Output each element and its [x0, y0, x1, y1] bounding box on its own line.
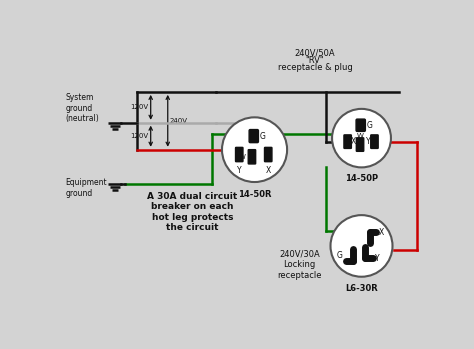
Text: G: G: [337, 251, 343, 260]
Circle shape: [330, 215, 392, 277]
FancyBboxPatch shape: [236, 147, 243, 162]
FancyBboxPatch shape: [356, 138, 364, 151]
Text: W: W: [238, 154, 246, 160]
FancyBboxPatch shape: [264, 147, 272, 162]
Text: 14-50R: 14-50R: [238, 190, 271, 199]
Text: System
ground
(neutral): System ground (neutral): [65, 94, 99, 123]
Text: Y: Y: [237, 166, 242, 176]
Text: receptacle & plug: receptacle & plug: [278, 64, 352, 73]
Text: 240V: 240V: [169, 118, 187, 124]
Text: 240V/50A: 240V/50A: [295, 48, 335, 57]
Text: 14-50P: 14-50P: [345, 174, 378, 183]
Text: X: X: [265, 166, 271, 176]
Text: 120V: 120V: [130, 133, 148, 139]
Text: "RV": "RV": [306, 56, 324, 65]
Text: A 30A dual circuit
breaker on each
hot leg protects
the circuit: A 30A dual circuit breaker on each hot l…: [147, 192, 237, 232]
Text: L6-30R: L6-30R: [345, 284, 378, 293]
Text: 240V/30A
Locking
receptacle: 240V/30A Locking receptacle: [277, 250, 322, 280]
FancyBboxPatch shape: [371, 135, 378, 148]
Text: G: G: [260, 132, 266, 141]
Text: 120V: 120V: [130, 104, 148, 110]
FancyBboxPatch shape: [344, 135, 351, 148]
FancyBboxPatch shape: [356, 119, 365, 132]
Text: G: G: [367, 121, 373, 130]
FancyBboxPatch shape: [248, 150, 255, 164]
Text: Equipment
ground: Equipment ground: [65, 178, 107, 198]
FancyBboxPatch shape: [249, 129, 258, 143]
Text: X: X: [351, 137, 356, 146]
Text: W: W: [356, 133, 364, 139]
Text: X: X: [379, 228, 384, 237]
Text: Y: Y: [374, 254, 379, 263]
Circle shape: [332, 109, 391, 168]
Text: Y: Y: [366, 137, 371, 146]
Circle shape: [222, 117, 287, 182]
